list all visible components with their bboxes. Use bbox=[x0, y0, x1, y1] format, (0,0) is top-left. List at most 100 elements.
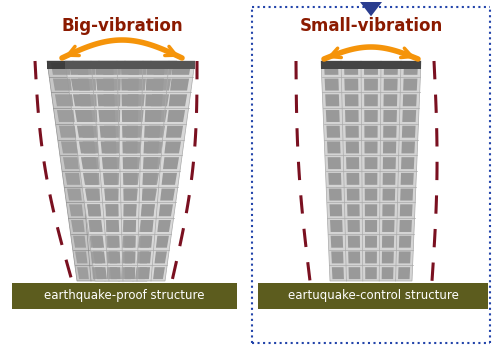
Polygon shape bbox=[382, 188, 395, 200]
Polygon shape bbox=[57, 110, 75, 122]
Text: eartuquake-control structure: eartuquake-control structure bbox=[288, 290, 458, 303]
Polygon shape bbox=[346, 173, 359, 185]
Polygon shape bbox=[81, 157, 97, 169]
Polygon shape bbox=[399, 236, 411, 248]
Polygon shape bbox=[93, 251, 106, 263]
Polygon shape bbox=[122, 251, 133, 263]
Polygon shape bbox=[144, 126, 161, 138]
Polygon shape bbox=[172, 63, 191, 75]
Polygon shape bbox=[77, 267, 89, 279]
Polygon shape bbox=[148, 126, 165, 138]
Polygon shape bbox=[365, 141, 377, 153]
Polygon shape bbox=[100, 126, 116, 138]
Polygon shape bbox=[126, 126, 142, 138]
Polygon shape bbox=[124, 251, 135, 263]
Polygon shape bbox=[344, 63, 358, 75]
Polygon shape bbox=[321, 61, 421, 69]
Polygon shape bbox=[123, 141, 137, 153]
Polygon shape bbox=[103, 173, 118, 185]
Polygon shape bbox=[92, 267, 103, 279]
Polygon shape bbox=[51, 63, 70, 75]
Polygon shape bbox=[140, 236, 152, 248]
Polygon shape bbox=[65, 61, 195, 69]
Polygon shape bbox=[141, 204, 155, 216]
Polygon shape bbox=[123, 157, 137, 169]
Polygon shape bbox=[383, 126, 397, 138]
Polygon shape bbox=[55, 94, 73, 106]
Polygon shape bbox=[365, 251, 377, 263]
Text: Small-vibration: Small-vibration bbox=[300, 17, 442, 35]
Polygon shape bbox=[345, 94, 359, 106]
Polygon shape bbox=[47, 61, 177, 69]
Polygon shape bbox=[104, 126, 120, 138]
Polygon shape bbox=[67, 188, 82, 200]
Polygon shape bbox=[142, 188, 156, 200]
Polygon shape bbox=[164, 141, 181, 153]
Polygon shape bbox=[321, 61, 421, 281]
Polygon shape bbox=[365, 204, 377, 216]
Polygon shape bbox=[121, 63, 139, 75]
Polygon shape bbox=[348, 251, 360, 263]
Polygon shape bbox=[124, 188, 138, 200]
Polygon shape bbox=[365, 220, 377, 232]
Text: earthquake-proof structure: earthquake-proof structure bbox=[44, 290, 205, 303]
Polygon shape bbox=[75, 110, 93, 122]
Polygon shape bbox=[127, 94, 145, 106]
Polygon shape bbox=[124, 236, 136, 248]
Polygon shape bbox=[404, 63, 418, 75]
Polygon shape bbox=[104, 141, 120, 153]
Polygon shape bbox=[122, 110, 138, 122]
Polygon shape bbox=[101, 141, 117, 153]
Polygon shape bbox=[329, 188, 342, 200]
Polygon shape bbox=[143, 173, 159, 185]
Polygon shape bbox=[365, 126, 377, 138]
Polygon shape bbox=[139, 220, 153, 232]
Polygon shape bbox=[122, 94, 138, 106]
Polygon shape bbox=[384, 63, 398, 75]
Polygon shape bbox=[105, 204, 119, 216]
Polygon shape bbox=[139, 267, 150, 279]
Polygon shape bbox=[87, 204, 101, 216]
Polygon shape bbox=[365, 267, 377, 279]
Polygon shape bbox=[95, 63, 114, 75]
Polygon shape bbox=[109, 251, 121, 263]
Polygon shape bbox=[47, 61, 177, 281]
Polygon shape bbox=[169, 94, 187, 106]
Text: Big-vibration: Big-vibration bbox=[61, 17, 183, 35]
Polygon shape bbox=[398, 267, 410, 279]
Polygon shape bbox=[106, 204, 119, 216]
Polygon shape bbox=[384, 79, 398, 91]
Polygon shape bbox=[170, 79, 189, 91]
Polygon shape bbox=[349, 267, 360, 279]
Polygon shape bbox=[401, 157, 414, 169]
Polygon shape bbox=[345, 126, 359, 138]
Polygon shape bbox=[402, 110, 416, 122]
Polygon shape bbox=[141, 220, 154, 232]
Polygon shape bbox=[365, 157, 377, 169]
Polygon shape bbox=[324, 63, 338, 75]
Polygon shape bbox=[128, 63, 147, 75]
Polygon shape bbox=[401, 141, 415, 153]
Polygon shape bbox=[124, 204, 136, 216]
Polygon shape bbox=[87, 204, 101, 216]
Polygon shape bbox=[138, 236, 151, 248]
Polygon shape bbox=[330, 220, 343, 232]
Polygon shape bbox=[382, 236, 394, 248]
Polygon shape bbox=[81, 126, 98, 138]
Polygon shape bbox=[108, 236, 120, 248]
Polygon shape bbox=[146, 141, 163, 153]
Polygon shape bbox=[364, 63, 378, 75]
Polygon shape bbox=[403, 79, 418, 91]
Polygon shape bbox=[77, 63, 96, 75]
Polygon shape bbox=[105, 157, 120, 169]
Polygon shape bbox=[90, 236, 102, 248]
Polygon shape bbox=[103, 63, 121, 75]
Polygon shape bbox=[88, 220, 101, 232]
Polygon shape bbox=[135, 267, 147, 279]
Polygon shape bbox=[85, 188, 100, 200]
Polygon shape bbox=[399, 220, 412, 232]
Polygon shape bbox=[136, 251, 149, 263]
Polygon shape bbox=[160, 188, 175, 200]
Polygon shape bbox=[400, 204, 413, 216]
Polygon shape bbox=[141, 204, 155, 216]
